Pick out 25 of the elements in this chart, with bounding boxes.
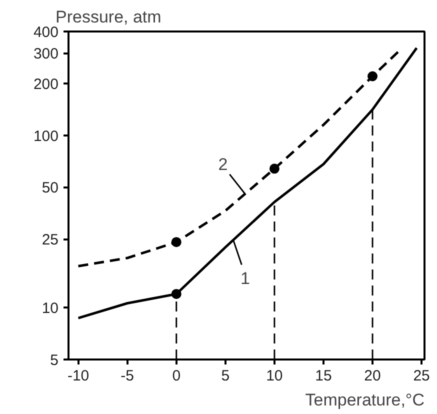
- y-tick-label: 50: [42, 180, 59, 197]
- point: [171, 288, 182, 299]
- y-tick-label: 300: [33, 46, 59, 63]
- line-series: [77, 48, 402, 268]
- x-tick-label: 25: [413, 368, 430, 384]
- x-tick-label: 10: [266, 368, 283, 384]
- x-tick-label: -10: [67, 368, 90, 384]
- point: [368, 71, 378, 82]
- y-tick-label: 10: [42, 300, 59, 318]
- y-tick-label: 100: [33, 128, 59, 145]
- x-axis-title: Temperature,°C: [305, 390, 424, 410]
- series-label: 2: [218, 154, 228, 174]
- x-tick-label: 5: [221, 368, 230, 384]
- y-tick-label: 25: [42, 232, 59, 249]
- y-tick-label: 5: [50, 352, 58, 369]
- point: [171, 237, 182, 248]
- y-tick-label: 400: [33, 24, 59, 41]
- y-axis-title: Pressure, atm: [56, 8, 162, 26]
- y-tick-label: 200: [33, 76, 59, 93]
- x-tick-label: -5: [120, 368, 134, 384]
- point: [269, 164, 280, 174]
- legend-label: 1: [240, 269, 250, 288]
- x-tick-label: 20: [364, 368, 381, 384]
- x-tick-label: 0: [172, 368, 181, 384]
- x-tick-label: 15: [315, 368, 332, 384]
